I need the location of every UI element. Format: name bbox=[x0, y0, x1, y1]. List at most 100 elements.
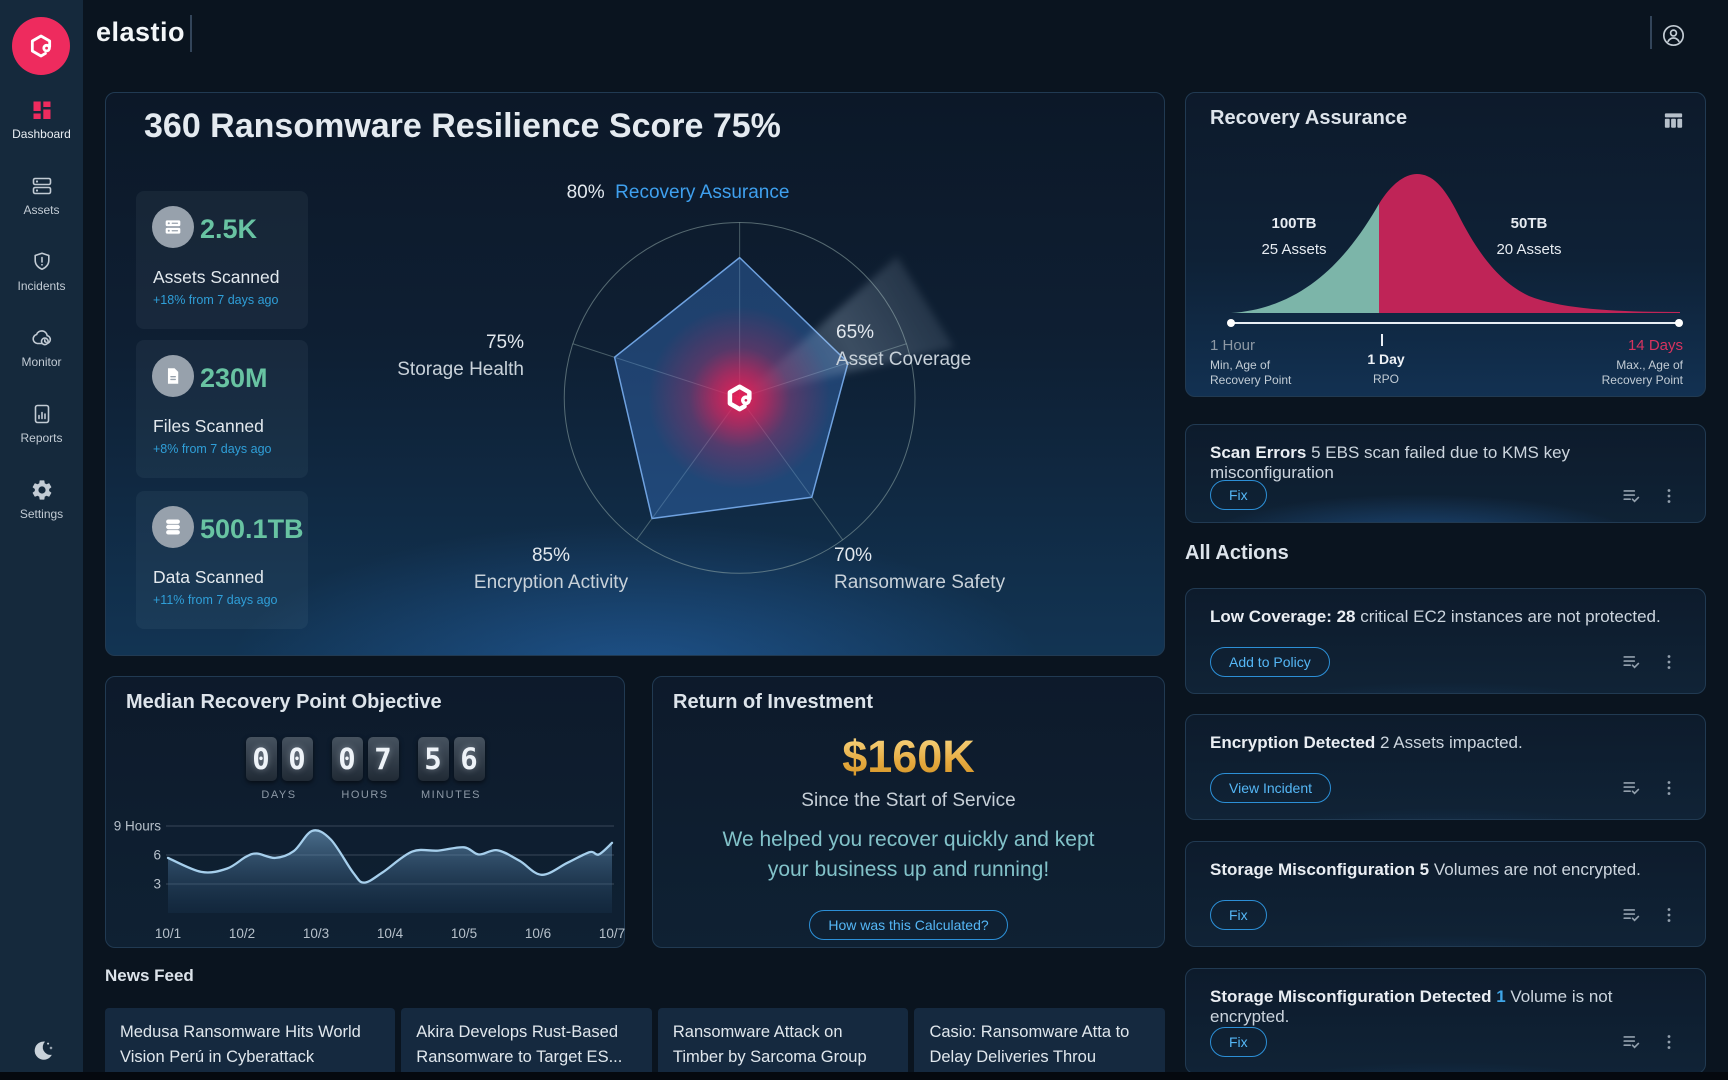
stat-value: 500.1TB bbox=[200, 514, 304, 544]
radar-label-storage-health[interactable]: 75% Storage Health bbox=[397, 332, 524, 380]
svg-text:10/7: 10/7 bbox=[599, 926, 625, 941]
sidebar-item-label: Dashboard bbox=[12, 127, 71, 141]
fix-button[interactable]: Fix bbox=[1210, 900, 1267, 930]
database-icon bbox=[152, 506, 194, 548]
sidebar: Dashboard Assets Incidents Monitor bbox=[0, 0, 83, 1080]
roi-subtitle: Since the Start of Service bbox=[801, 790, 1016, 811]
roi-message: We helped you recover quickly and kept yo… bbox=[722, 828, 1095, 881]
panel-title: Median Recovery Point Objective bbox=[126, 691, 442, 713]
stat-card-assets-scanned: 2.5K Assets Scanned +18% from 7 days ago bbox=[136, 191, 308, 329]
clock-digit: 0 bbox=[331, 737, 363, 781]
task-list-icon[interactable] bbox=[1621, 904, 1643, 926]
panel-title: Return of Investment bbox=[673, 691, 874, 713]
fix-button[interactable]: Fix bbox=[1210, 1027, 1267, 1057]
action-text: Storage Misconfiguration Detected 1 Volu… bbox=[1210, 987, 1613, 1026]
clock-digit: 0 bbox=[245, 737, 277, 781]
svg-text:10/1: 10/1 bbox=[155, 926, 181, 941]
timeline-end-caption: 14 Days Max., Age of Recovery Point bbox=[1601, 337, 1683, 387]
svg-text:9 Hours: 9 Hours bbox=[114, 819, 162, 834]
timeline-rpo-caption: 1 Day RPO bbox=[1367, 351, 1405, 386]
view-incident-button[interactable]: View Incident bbox=[1210, 773, 1332, 803]
svg-text:10/2: 10/2 bbox=[229, 926, 255, 941]
action-card-low-coverage: Low Coverage: 28 critical EC2 instances … bbox=[1185, 588, 1706, 694]
sidebar-item-dashboard[interactable]: Dashboard bbox=[0, 98, 83, 141]
user-icon bbox=[1662, 24, 1685, 47]
timeline-start-dot[interactable] bbox=[1227, 319, 1235, 327]
stat-delta: +8% from 7 days ago bbox=[153, 442, 272, 456]
user-account-button[interactable] bbox=[1660, 22, 1687, 49]
news-item[interactable]: Akira Develops Rust-Based Ransomware to … bbox=[401, 1008, 652, 1080]
task-list-icon[interactable] bbox=[1621, 485, 1643, 507]
sidebar-item-label: Monitor bbox=[21, 355, 62, 369]
clock-digit: 7 bbox=[367, 737, 399, 781]
clock-digit: 6 bbox=[453, 737, 485, 781]
sidebar-item-reports[interactable]: Reports bbox=[0, 402, 83, 445]
sidebar-item-incidents[interactable]: Incidents bbox=[0, 250, 83, 293]
kebab-menu-icon[interactable] bbox=[1659, 1032, 1679, 1052]
task-list-icon[interactable] bbox=[1621, 1031, 1643, 1053]
sidebar-nav: Dashboard Assets Incidents Monitor bbox=[0, 98, 83, 521]
elastio-logo[interactable] bbox=[12, 17, 70, 75]
scan-errors-text: Scan Errors 5 EBS scan failed due to KMS… bbox=[1210, 443, 1571, 482]
action-text: Low Coverage: 28 critical EC2 instances … bbox=[1210, 607, 1661, 626]
radar-label-recovery-assurance[interactable]: 80% Recovery Assurance bbox=[566, 182, 790, 203]
news-item[interactable]: Casio: Ransomware Atta to Delay Deliveri… bbox=[914, 1008, 1166, 1080]
table-view-button[interactable] bbox=[1662, 109, 1685, 132]
news-item[interactable]: Ransomware Attack on Timber by Sarcoma G… bbox=[657, 1008, 909, 1080]
dark-mode-toggle[interactable] bbox=[0, 1038, 83, 1064]
stat-value: 230M bbox=[200, 363, 268, 393]
kebab-menu-icon[interactable] bbox=[1659, 486, 1679, 506]
task-list-icon[interactable] bbox=[1621, 777, 1643, 799]
file-icon bbox=[152, 355, 194, 397]
sidebar-item-label: Assets bbox=[23, 203, 60, 217]
stat-value: 2.5K bbox=[200, 214, 258, 244]
clock-minutes-label: MINUTES bbox=[421, 789, 481, 801]
rpo-trend-chart: 9 Hours 6 3 10/1 10/2 10/3 10/4 10/5 10/6 10/7 bbox=[114, 819, 625, 942]
radar-label-encryption-activity[interactable]: 85% Encryption Activity bbox=[473, 545, 629, 593]
kebab-menu-icon[interactable] bbox=[1659, 905, 1679, 925]
settings-icon bbox=[32, 480, 51, 500]
news-item[interactable]: Medusa Ransomware Hits World Vision Perú… bbox=[105, 1008, 396, 1080]
action-text: Encryption Detected 2 Assets impacted. bbox=[1210, 733, 1523, 752]
svg-text:10/4: 10/4 bbox=[377, 926, 404, 941]
dist-segment-label-right: 50TB 20 Assets bbox=[1496, 215, 1562, 258]
stat-delta: +11% from 7 days ago bbox=[153, 593, 278, 607]
bottom-edge-strip bbox=[0, 1072, 1728, 1080]
task-list-icon[interactable] bbox=[1621, 651, 1643, 673]
clock-digit: 5 bbox=[417, 737, 449, 781]
kebab-menu-icon[interactable] bbox=[1659, 778, 1679, 798]
radar-label-asset-coverage[interactable]: 65% Asset Coverage bbox=[836, 322, 972, 370]
clock-digit: 0 bbox=[281, 737, 313, 781]
dist-segment-label-left: 100TB 25 Assets bbox=[1261, 215, 1327, 258]
clock-days-label: DAYS bbox=[261, 789, 297, 801]
table-icon bbox=[1664, 113, 1683, 128]
center-glow bbox=[647, 306, 832, 490]
sidebar-item-assets[interactable]: Assets bbox=[0, 174, 83, 217]
brand-wordmark: elastio bbox=[96, 17, 186, 47]
sidebar-item-settings[interactable]: Settings bbox=[0, 478, 83, 521]
kebab-menu-icon[interactable] bbox=[1659, 652, 1679, 672]
page-title: 360 Ransomware Resilience Score 75% bbox=[144, 107, 781, 145]
incidents-icon bbox=[33, 252, 50, 270]
svg-text:10/3: 10/3 bbox=[303, 926, 329, 941]
resilience-radar-chart bbox=[563, 222, 954, 574]
stat-label: Files Scanned bbox=[153, 416, 264, 436]
recovery-assurance-panel: Recovery Assurance 100TB 25 Assets 50TB … bbox=[1185, 92, 1706, 397]
how-calculated-button[interactable]: How was this Calculated? bbox=[809, 910, 1008, 940]
svg-text:3: 3 bbox=[153, 877, 161, 892]
sidebar-item-label: Reports bbox=[20, 431, 63, 445]
sidebar-item-monitor[interactable]: Monitor bbox=[0, 326, 83, 369]
dashboard-icon bbox=[33, 101, 50, 119]
add-to-policy-button[interactable]: Add to Policy bbox=[1210, 647, 1330, 677]
fix-button[interactable]: Fix bbox=[1210, 480, 1267, 510]
timeline-end-dot[interactable] bbox=[1675, 319, 1683, 327]
clock-hours-label: HOURS bbox=[341, 789, 389, 801]
radar-label-ransomware-safety[interactable]: 70% Ransomware Safety bbox=[834, 545, 1006, 593]
sidebar-item-label: Incidents bbox=[17, 279, 66, 293]
moon-icon bbox=[34, 1041, 53, 1060]
